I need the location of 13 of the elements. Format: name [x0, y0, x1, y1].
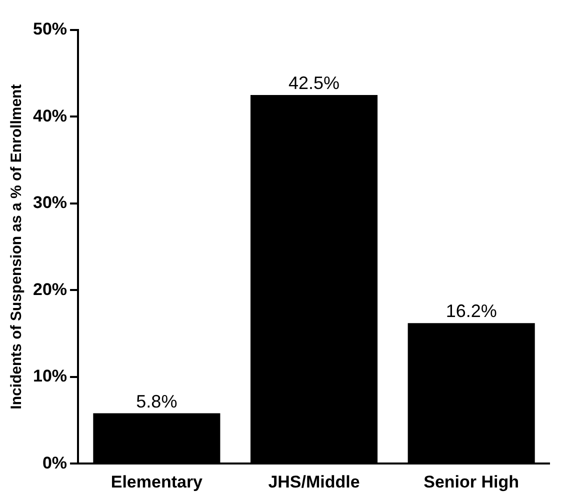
y-axis-title: Incidents of Suspension as a % of Enrollment	[8, 84, 26, 410]
y-tick-label: 50%	[32, 20, 68, 39]
y-tick-label: 30%	[32, 193, 68, 212]
x-tick-label: Elementary	[110, 472, 204, 492]
data-label: 16.2%	[446, 301, 497, 322]
y-tick-label: 40%	[32, 106, 68, 126]
y-tick-label: 10%	[32, 366, 68, 386]
x-tick-label: JHS/Middle	[268, 472, 360, 492]
y-tick-label: 20%	[32, 280, 68, 299]
x-tick-label: Senior High	[424, 472, 520, 492]
data-label: 42.5%	[288, 73, 340, 94]
y-tick-label: 0%	[42, 453, 68, 472]
data-label: 5.8%	[136, 391, 178, 412]
